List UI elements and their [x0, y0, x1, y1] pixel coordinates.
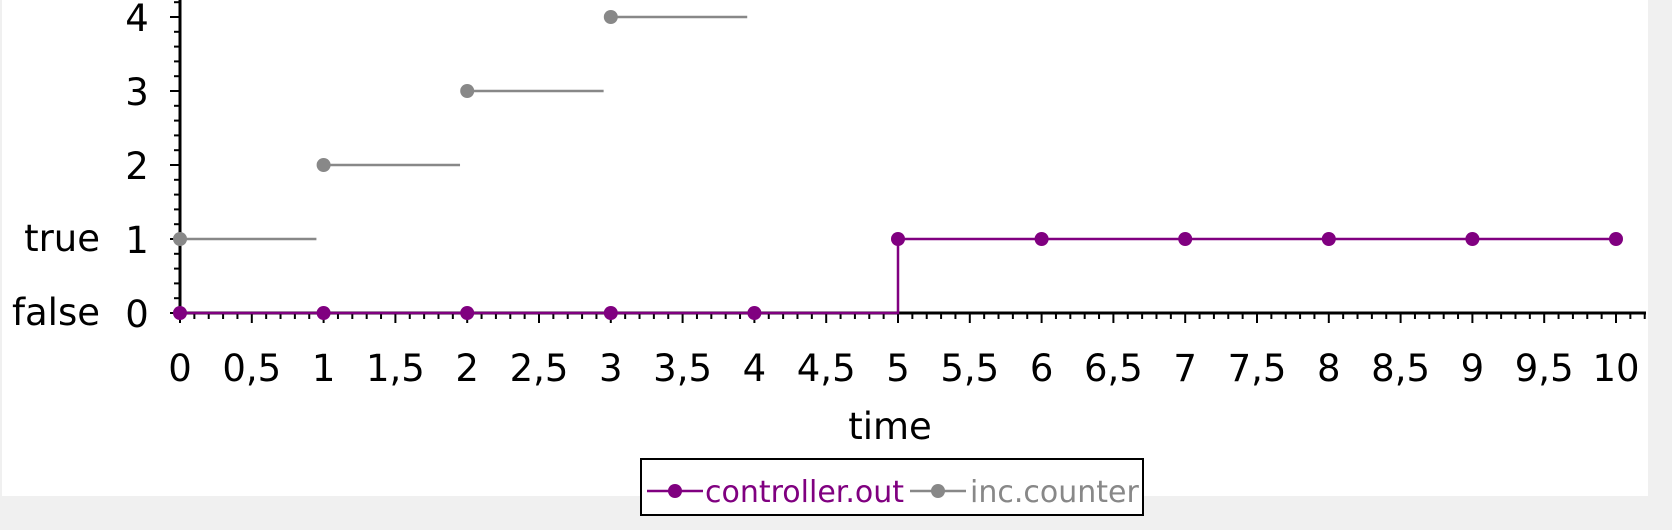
y-tick-label: 3	[125, 71, 149, 114]
x-tick-label: 4	[743, 347, 767, 390]
series-layer	[173, 10, 1623, 320]
legend-entry: inc.counter	[910, 475, 1139, 510]
x-tick-label: 4,5	[797, 347, 856, 390]
y-tick-label: 2	[125, 145, 149, 188]
legend-label: controller.out	[705, 475, 904, 510]
x-tick-label: 7	[1173, 347, 1197, 390]
series-inc-counter	[173, 10, 748, 246]
x-tick-label: 9	[1461, 347, 1485, 390]
x-tick-label: 3,5	[653, 347, 712, 390]
x-tick-label: 8,5	[1371, 347, 1430, 390]
x-tick-label: 0,5	[222, 347, 281, 390]
legend-box	[640, 458, 1144, 516]
axes: 0 0,5 1 1,5 2 2,5 3 3,5 4 4,5 5 5,5 6 6,5 7 7,5 8 8,5 9 9,5…	[12, 0, 1646, 390]
data-point	[1034, 232, 1049, 246]
x-tick-label: 6	[1030, 347, 1054, 390]
data-point	[1609, 232, 1623, 246]
legend-entry: controller.out	[647, 475, 904, 510]
x-tick-label: 1	[312, 347, 336, 390]
data-point	[460, 306, 475, 320]
data-point	[460, 84, 475, 98]
data-point	[173, 232, 187, 246]
y-tick-label: 4	[125, 0, 149, 40]
data-point	[891, 232, 905, 246]
x-tick-label: 0	[168, 347, 192, 390]
data-point	[316, 158, 331, 172]
x-tick-label: 10	[1592, 347, 1639, 390]
x-tick-label: 2	[455, 347, 479, 390]
plot-panel	[2, 0, 1648, 496]
x-tick-label: 8	[1317, 347, 1341, 390]
x-tick-label: 7,5	[1228, 347, 1287, 390]
data-point	[1178, 232, 1193, 246]
series-line	[180, 237, 1616, 315]
data-point	[316, 306, 331, 320]
x-tick-label: 1,5	[366, 347, 425, 390]
data-point	[747, 306, 762, 320]
data-point	[1465, 232, 1480, 246]
data-point	[603, 306, 618, 320]
data-point	[1321, 232, 1336, 246]
y-bool-label: false	[12, 291, 100, 334]
legend-label: inc.counter	[970, 475, 1139, 510]
data-point	[603, 10, 618, 24]
x-tick-label: 5	[886, 347, 910, 390]
legend-marker	[668, 484, 682, 498]
legend-marker	[931, 484, 945, 498]
x-tick-label: 2,5	[510, 347, 569, 390]
x-tick-label: 5,5	[940, 347, 999, 390]
y-bool-label: true	[24, 217, 100, 260]
x-tick-label: 3	[599, 347, 623, 390]
x-tick-label: 9,5	[1515, 347, 1574, 390]
x-axis-label: time	[848, 405, 932, 448]
data-point	[173, 306, 187, 320]
y-tick-label: 1	[125, 219, 149, 262]
series-controller-out	[173, 232, 1623, 320]
legend: controller.out inc.counter	[640, 458, 1144, 516]
x-tick-label: 6,5	[1084, 347, 1143, 390]
y-tick-label: 0	[125, 293, 149, 336]
